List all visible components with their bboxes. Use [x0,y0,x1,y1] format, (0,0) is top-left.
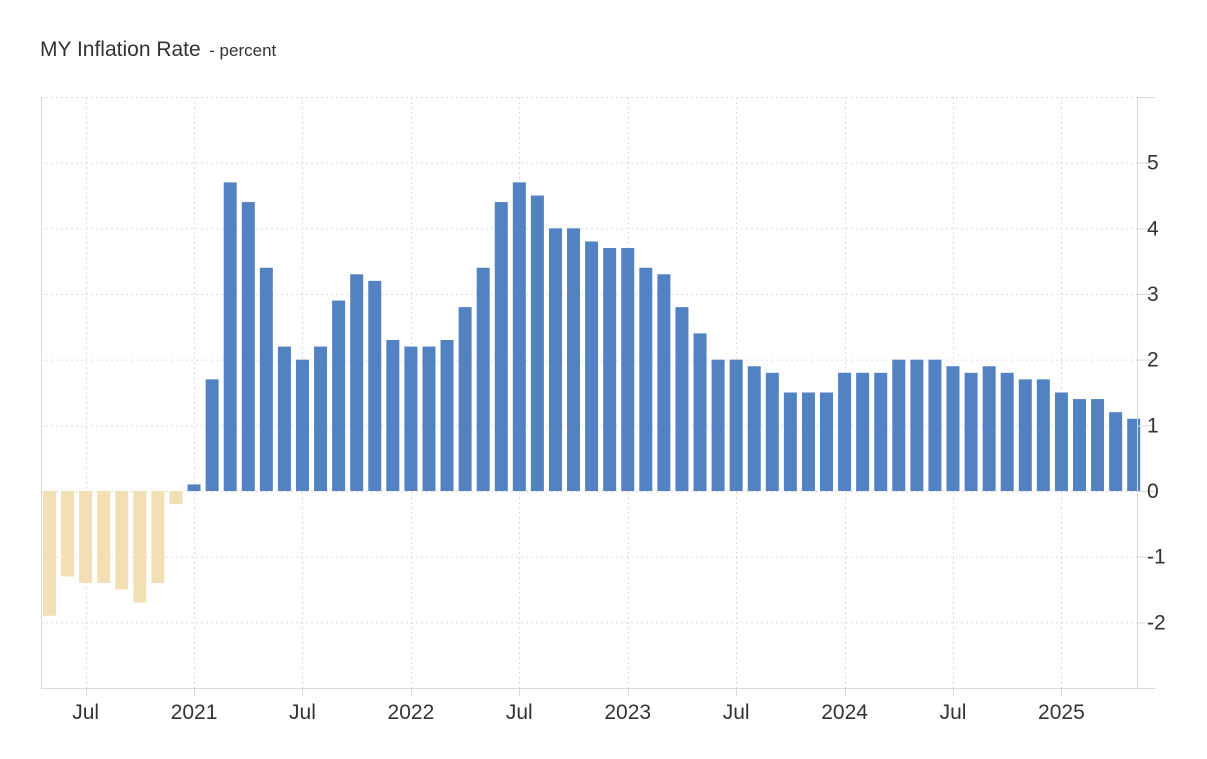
bar-2023-02 [639,267,653,491]
bar-2021-06 [277,346,291,491]
bar-2021-01 [187,484,201,491]
bar-2021-12 [386,339,400,491]
y-tick-label: 2 [1147,349,1159,372]
bar-2023-04 [675,307,689,491]
bar-2022-07 [512,182,526,491]
bar-2023-05 [693,333,707,491]
bar-2020-07 [79,491,93,583]
y-tick-label: -1 [1147,546,1166,569]
x-tick-label: Jul [506,701,533,724]
bar-2023-07 [729,359,743,491]
bar-2025-01 [1054,392,1068,491]
axes [41,97,1155,696]
y-tick-label: 0 [1147,480,1159,503]
bar-2025-04 [1109,412,1123,491]
bar-2022-08 [530,195,544,491]
bar-2022-11 [585,241,599,491]
x-tick-label: Jul [289,701,316,724]
bar-2024-12 [1036,379,1050,491]
bar-2023-08 [747,366,761,491]
bar-2021-04 [241,202,255,491]
bars [43,182,1141,616]
bar-2024-03 [874,372,888,491]
x-tick-label: 2023 [604,701,651,724]
bar-2021-03 [223,182,237,491]
bar-2023-10 [783,392,797,491]
bar-2024-01 [838,372,852,491]
y-tick-label: 5 [1147,152,1159,175]
bar-2020-08 [97,491,111,583]
y-tick-label: 3 [1147,283,1159,306]
bar-2024-06 [928,359,942,491]
bar-2023-06 [711,359,725,491]
chart-title-text: MY Inflation Rate [40,38,201,61]
x-tick-label: Jul [940,701,967,724]
bar-2020-05 [43,491,56,616]
bar-2022-06 [494,202,508,491]
bar-2025-02 [1072,399,1086,491]
bar-2022-10 [567,228,581,491]
bar-2022-02 [422,346,436,491]
bar-2021-07 [295,359,309,491]
chart-unit-label: - percent [209,41,277,60]
bar-2021-10 [350,274,364,491]
bar-2021-08 [314,346,328,491]
bar-2021-09 [332,300,346,491]
x-tick-label: Jul [723,701,750,724]
bar-2020-11 [151,491,165,583]
bar-2021-02 [205,379,219,491]
bar-2020-12 [169,491,183,505]
bar-2023-03 [657,274,671,491]
bar-2024-09 [982,366,996,491]
bar-2020-10 [133,491,147,603]
bar-2023-11 [801,392,815,491]
bar-2022-01 [404,346,418,491]
bar-2024-11 [1018,379,1032,491]
bar-2025-05 [1127,418,1141,491]
bar-2022-12 [603,248,617,491]
bar-2023-12 [820,392,834,491]
x-tick-label: 2021 [171,701,218,724]
y-tick-label: -2 [1147,611,1166,634]
bar-2020-09 [115,491,129,590]
chart-title: MY Inflation Rate - percent [40,38,276,62]
bar-2021-11 [368,280,382,491]
bar-2024-05 [910,359,924,491]
bar-2022-04 [458,307,472,491]
bar-2021-05 [259,267,273,491]
bar-2020-06 [61,491,75,577]
bar-2022-09 [548,228,562,491]
x-tick-label: 2025 [1038,701,1085,724]
bar-2022-03 [440,339,454,491]
bar-2024-04 [892,359,906,491]
x-tick-label: 2022 [388,701,435,724]
bar-2024-02 [856,372,870,491]
y-tick-label: 1 [1147,414,1159,437]
x-tick-label: Jul [72,701,99,724]
bar-2024-07 [946,366,960,491]
y-tick-label: 4 [1147,217,1159,240]
bar-2025-03 [1091,399,1105,491]
bar-2022-05 [476,267,490,491]
bar-2023-09 [765,372,779,491]
x-axis-tick-labels: Jul 2021 Jul 2022 Jul 2023 Jul 2024 Jul 2025 [72,701,1085,724]
bar-2024-08 [964,372,978,491]
y-axis-tick-labels: 5 4 3 2 1 0 -1 -2 [1147,152,1166,635]
bar-2023-01 [621,248,635,491]
x-tick-label: 2024 [821,701,868,724]
bar-2024-10 [1000,372,1014,491]
